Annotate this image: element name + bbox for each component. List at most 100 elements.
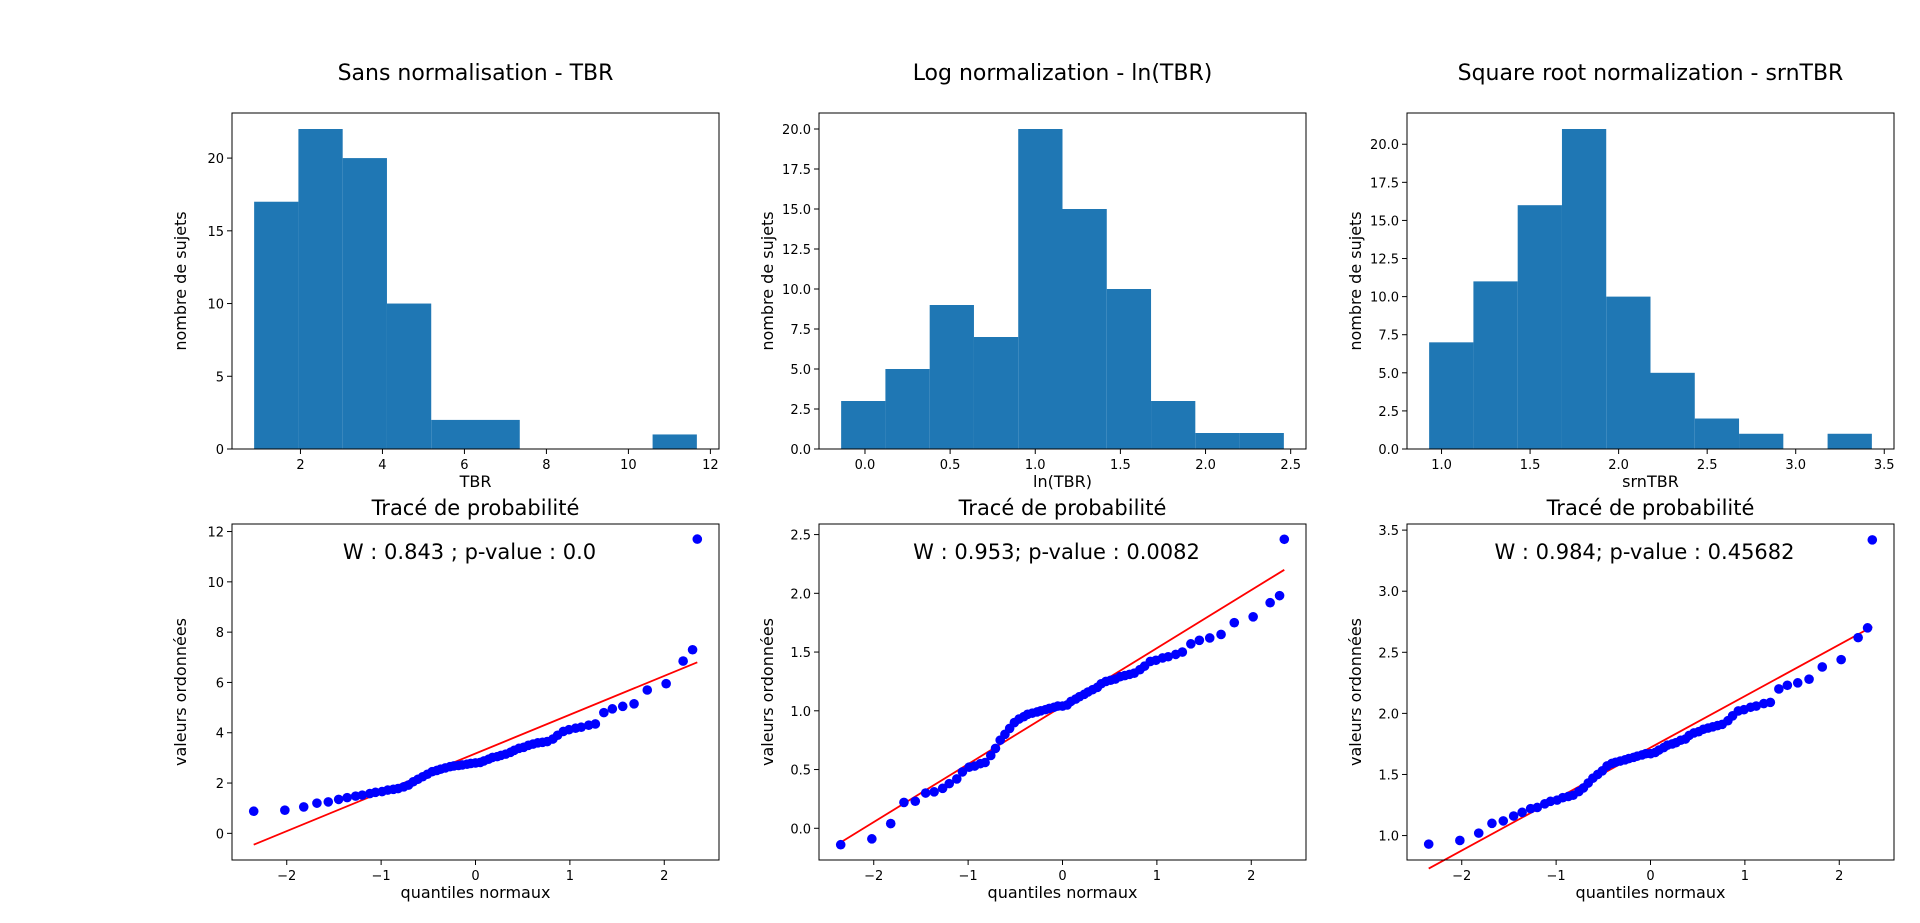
data-point [607, 704, 618, 714]
histogram-bar [1239, 433, 1284, 449]
data-point [1265, 597, 1275, 608]
fit-line [1428, 625, 1873, 870]
x-tick-label: 3.5 [1874, 458, 1895, 473]
data-point [1473, 828, 1484, 838]
data-point [1836, 654, 1846, 665]
x-axis-label: quantiles normaux [988, 883, 1138, 902]
panel-title: Tracé de probabilité [1546, 496, 1755, 520]
histogram-bar [1151, 401, 1196, 449]
data-point [929, 787, 939, 797]
data-point [312, 798, 322, 808]
data-point [357, 790, 368, 800]
data-point [248, 806, 259, 817]
axes-frame [818, 112, 1307, 450]
x-tick-label: 1.5 [1110, 458, 1131, 473]
y-tick-label: 2.5 [1378, 646, 1399, 661]
y-tick-label: 12.5 [782, 243, 811, 258]
data-point [1279, 534, 1290, 545]
data-point [1804, 674, 1814, 684]
x-tick-label: 2 [1247, 869, 1255, 884]
x-tick-label: 0 [1646, 869, 1654, 884]
x-axis-label: srnTBR [1622, 472, 1679, 491]
histogram-bar [929, 305, 974, 449]
x-tick-label: 2.5 [1697, 458, 1718, 473]
histogram-bar [841, 401, 886, 449]
y-axis-label: valeurs ordonnées [758, 618, 777, 766]
x-tick-label: −2 [864, 869, 883, 884]
histogram-bar [1062, 209, 1107, 449]
y-tick-label: 10 [207, 298, 224, 313]
data-point [687, 644, 698, 655]
data-point [629, 699, 639, 709]
x-tick-label: 2.5 [1280, 458, 1301, 473]
fit-line [253, 661, 698, 846]
axes-frame [818, 523, 1307, 861]
data-point [899, 797, 909, 808]
histogram-bar [1739, 433, 1784, 449]
y-tick-label: 5.0 [790, 363, 811, 378]
y-tick-label: 7.5 [790, 323, 811, 338]
x-tick-label: 12 [702, 458, 719, 473]
x-tick-label: 2 [296, 458, 304, 473]
y-tick-label: 2.5 [790, 403, 811, 418]
y-tick-label: 5.0 [1378, 367, 1399, 382]
data-point [1186, 639, 1196, 649]
x-tick-label: 1 [1153, 869, 1161, 884]
data-point [1792, 678, 1803, 688]
subplot-2: 0.0 0.5 1.0 1.5 2.0 2.5 0.0 2.5 5.0 7.5 10.0 12.5 15… [758, 61, 1307, 491]
data-point [1508, 811, 1519, 821]
data-point [990, 743, 1001, 754]
histogram-bar [1195, 433, 1240, 449]
x-tick-label: 0.0 [855, 458, 876, 473]
x-tick-label: 1.0 [1025, 458, 1046, 473]
histogram-bar [1561, 129, 1607, 449]
axes-frame [1406, 112, 1895, 450]
x-axis-label: ln(TBR) [1033, 472, 1092, 491]
data-point [1423, 839, 1434, 849]
data-point [1248, 612, 1258, 622]
y-tick-label: 20.0 [1370, 138, 1399, 153]
y-tick-label: 3.5 [1378, 524, 1399, 539]
y-tick-label: 0.0 [790, 443, 811, 458]
y-tick-label: 10 [207, 576, 224, 591]
x-tick-label: 0 [1058, 869, 1066, 884]
y-tick-label: 0 [216, 827, 224, 842]
x-tick-label: 2 [660, 869, 668, 884]
data-point [1177, 647, 1188, 657]
data-point [590, 719, 601, 729]
y-tick-label: 4 [216, 727, 224, 742]
x-tick-label: 1 [566, 869, 574, 884]
y-tick-label: 10.0 [1370, 291, 1399, 306]
panel-title: Sans normalisation - TBR [338, 61, 614, 86]
panel-title: Square root normalization - srnTBR [1458, 61, 1844, 86]
data-point [642, 685, 653, 695]
y-tick-label: 5 [216, 370, 224, 385]
y-tick-label: 6 [216, 676, 224, 691]
data-point [678, 656, 688, 666]
x-tick-label: 8 [542, 458, 550, 473]
data-point [1862, 623, 1873, 633]
axes-frame [1406, 523, 1895, 861]
data-point [1498, 816, 1509, 826]
data-point [1765, 697, 1776, 708]
histogram-bar [298, 129, 343, 449]
histogram-bar [1429, 342, 1474, 449]
y-tick-label: 20 [207, 152, 224, 167]
data-point [1216, 629, 1226, 640]
data-point [599, 707, 609, 718]
y-tick-label: 17.5 [1370, 176, 1399, 191]
y-axis-label: valeurs ordonnées [1346, 618, 1365, 766]
data-point [661, 678, 671, 689]
data-point [1229, 617, 1240, 628]
histogram-bar [475, 419, 520, 449]
y-tick-label: 10.0 [782, 283, 811, 298]
y-tick-label: 2.5 [1378, 405, 1399, 420]
x-tick-label: 0 [471, 869, 479, 884]
data-point [298, 802, 309, 812]
y-tick-label: 2.0 [790, 587, 811, 602]
panel-title: Log normalization - ln(TBR) [913, 61, 1213, 86]
y-axis-label: nombre de sujets [758, 211, 777, 350]
x-tick-label: 6 [460, 458, 468, 473]
histogram-bar [1606, 296, 1651, 449]
